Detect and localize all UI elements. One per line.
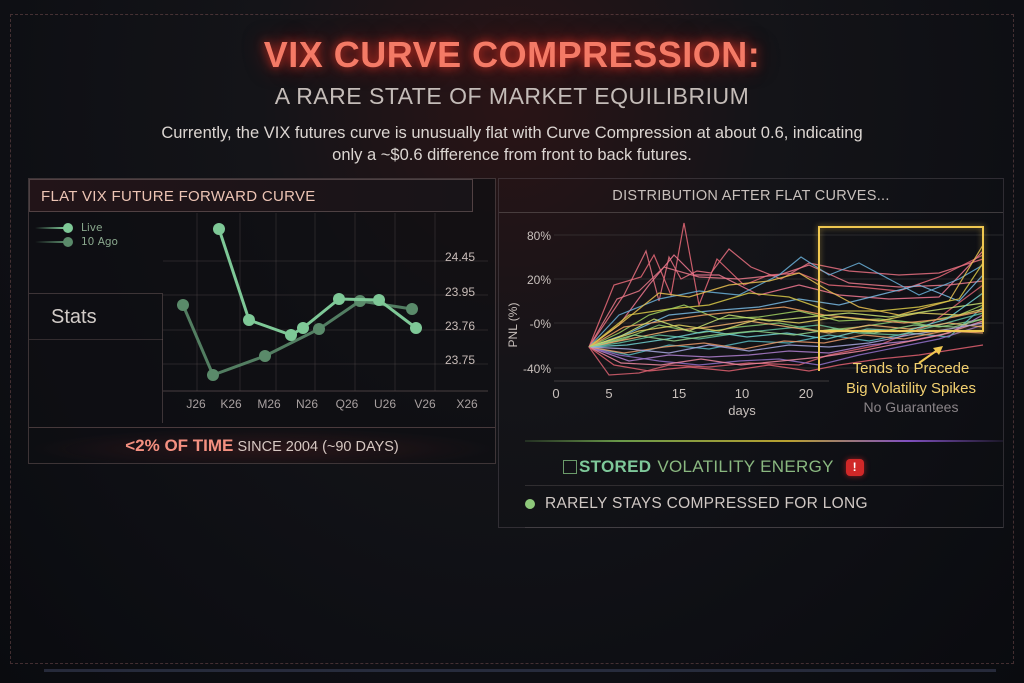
svg-text:15: 15 xyxy=(672,386,686,401)
divider xyxy=(525,485,1003,486)
svg-text:X26: X26 xyxy=(456,397,478,411)
rarity-highlight: <2% OF TIME xyxy=(125,436,234,455)
svg-text:M26: M26 xyxy=(257,397,281,411)
legend-line-icon xyxy=(35,227,65,229)
forward-curve-panel: FLAT VIX FUTURE FORWARD CURVE Live 10 Ag… xyxy=(28,178,496,464)
annotation-note: No Guarantees xyxy=(864,399,959,415)
legend-dot-icon xyxy=(63,223,73,233)
svg-text:J26: J26 xyxy=(186,397,206,411)
y-tick: 24.45 xyxy=(445,250,475,264)
forward-curve-header: FLAT VIX FUTURE FORWARD CURVE xyxy=(29,179,473,212)
forward-curve-chart: 24.45 23.95 23.76 23.75 J26 K26 M26 N26 … xyxy=(163,213,488,411)
svg-text:10: 10 xyxy=(735,386,749,401)
svg-text:Q26: Q26 xyxy=(336,397,359,411)
distribution-panel: DISTRIBUTION AFTER FLAT CURVES... 80% 20… xyxy=(498,178,1004,528)
legend-item-live[interactable]: Live xyxy=(35,221,118,235)
forward-curve-title: FLAT VIX FUTURE FORWARD CURVE xyxy=(41,188,316,205)
svg-text:N26: N26 xyxy=(296,397,318,411)
legend-line-icon xyxy=(35,241,65,243)
bullet-text: RARELY STAYS COMPRESSED FOR LONG xyxy=(545,495,868,512)
svg-text:PNL (%): PNL (%) xyxy=(506,303,520,348)
svg-text:20: 20 xyxy=(799,386,813,401)
distribution-title: DISTRIBUTION AFTER FLAT CURVES... xyxy=(499,179,1003,213)
svg-text:5: 5 xyxy=(605,386,612,401)
svg-text:0: 0 xyxy=(552,386,559,401)
page-description: Currently, the VIX futures curve is unus… xyxy=(161,124,863,164)
divider xyxy=(525,527,1003,528)
divider xyxy=(29,339,163,340)
rarity-detail: SINCE 2004 (~90 DAYS) xyxy=(237,439,399,455)
annotation-line2: Big Volatility Spikes xyxy=(846,380,976,397)
energy-rest: VOLATILITY ENERGY xyxy=(657,457,834,476)
svg-text:-0%: -0% xyxy=(530,317,552,331)
svg-text:20%: 20% xyxy=(527,273,551,287)
svg-text:K26: K26 xyxy=(220,397,242,411)
svg-text:80%: 80% xyxy=(527,229,551,243)
svg-text:days: days xyxy=(728,403,756,418)
bullet-dot-icon xyxy=(525,499,535,509)
y-tick: 23.76 xyxy=(445,319,475,333)
rarity-stat: <2% OF TIME SINCE 2004 (~90 DAYS) xyxy=(29,427,495,463)
legend-label: Live xyxy=(81,222,103,234)
page-frame xyxy=(10,14,1014,664)
y-tick: 23.75 xyxy=(445,353,475,367)
gradient-divider xyxy=(525,440,1003,442)
page-subtitle: A RARE STATE OF MARKET EQUILIBRIUM xyxy=(274,83,750,109)
highlight-box xyxy=(818,226,984,332)
energy-strong: STORED xyxy=(579,457,652,476)
stored-volatility-energy: STORED VOLATILITY ENERGY ! xyxy=(563,457,864,477)
bullet-item: RARELY STAYS COMPRESSED FOR LONG xyxy=(525,495,868,513)
distribution-chart: 80% 20% -0% -40% PNL (%) 0 5 15 10 20 da… xyxy=(506,222,1003,418)
chart-legend: Live 10 Ago xyxy=(35,221,118,249)
legend-dot-icon xyxy=(63,237,73,247)
legend-item-10-ago[interactable]: 10 Ago xyxy=(35,235,118,249)
stats-label: Stats xyxy=(51,306,97,328)
bottom-bar xyxy=(44,669,996,672)
arrow-icon xyxy=(918,348,940,364)
svg-text:V26: V26 xyxy=(414,397,436,411)
warning-icon: ! xyxy=(845,458,864,476)
legend-label: 10 Ago xyxy=(81,236,118,248)
stats-box: Stats xyxy=(29,293,163,423)
svg-text:-40%: -40% xyxy=(523,362,551,376)
page-title: VIX CURVE COMPRESSION: xyxy=(263,34,761,75)
svg-text:U26: U26 xyxy=(374,397,396,411)
y-tick: 23.95 xyxy=(445,285,475,299)
checkbox-icon xyxy=(563,460,577,474)
annotation-line1: Tends to Precede xyxy=(853,360,970,377)
